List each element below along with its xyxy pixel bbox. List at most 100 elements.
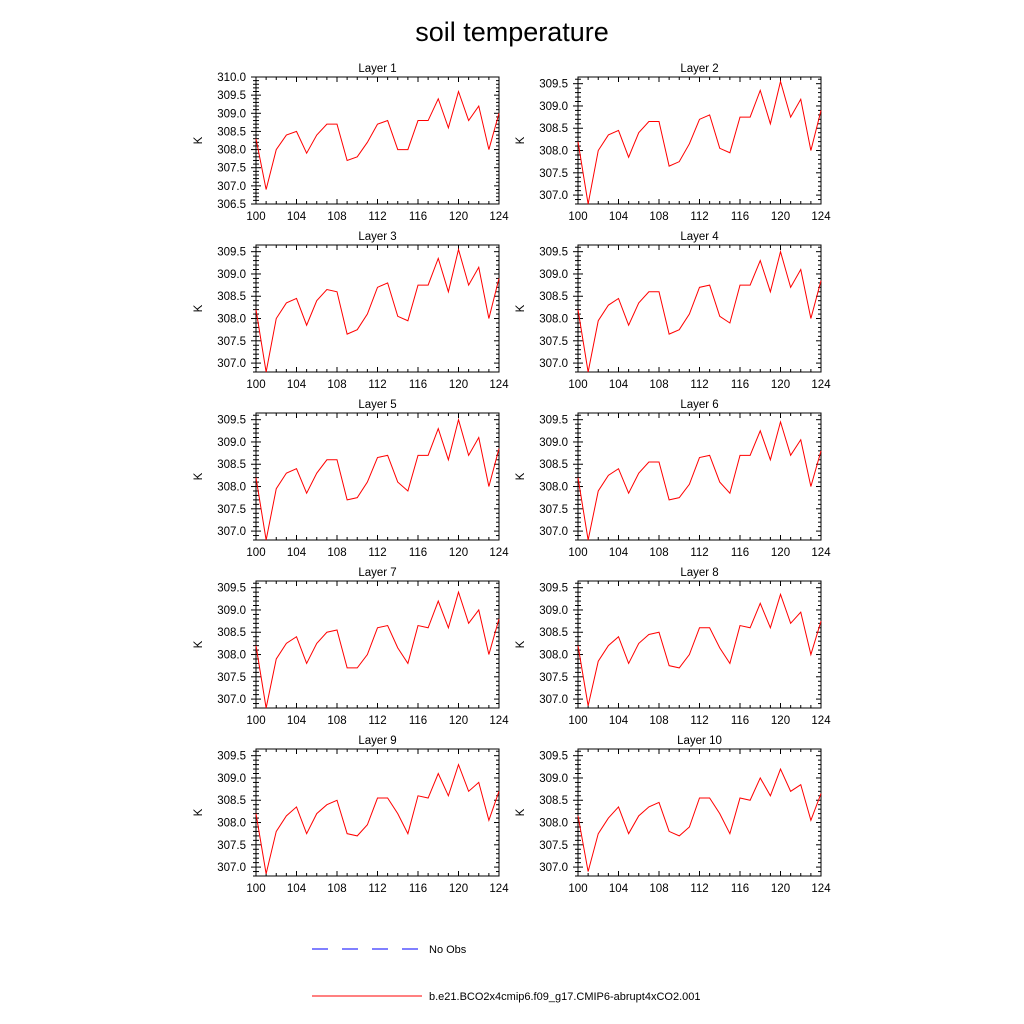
- y-tick-label: 307.0: [539, 694, 568, 706]
- y-axis-label: K: [193, 136, 205, 144]
- series-line-1: [577, 79, 822, 205]
- x-tick-label: 104: [287, 379, 307, 391]
- chart-panel-layer-7: Layer 7 K 100 104 108 112 116 120 124 307.0 307.5 3…: [193, 567, 509, 727]
- x-tick-label: 124: [489, 547, 509, 559]
- y-axis-label: K: [193, 808, 205, 816]
- series-line-1: [255, 417, 500, 541]
- plot-frame: [577, 748, 822, 877]
- x-tick-label: 108: [649, 211, 668, 223]
- y-tick-label: 307.0: [539, 190, 568, 202]
- series-line-1: [577, 767, 822, 872]
- panels: Layer 1 K 100 104 108 112 116 120 124 306.5 307.0 3…: [193, 63, 831, 895]
- y-tick-label: 308.0: [217, 482, 246, 494]
- x-tick-label: 100: [568, 715, 587, 727]
- series-line-1: [577, 249, 822, 373]
- y-tick-label: 309.0: [217, 773, 246, 785]
- x-tick-label: 116: [731, 883, 749, 895]
- plot-frame: [255, 748, 500, 877]
- y-tick-label: 308.0: [539, 146, 568, 158]
- x-tick-label: 116: [409, 211, 427, 223]
- x-tick-label: 120: [449, 547, 468, 559]
- plot-frame: [577, 244, 822, 373]
- y-tick-label: 310.0: [217, 72, 246, 84]
- x-tick-label: 120: [771, 547, 790, 559]
- panel-title: Layer 6: [680, 399, 718, 411]
- y-tick-label: 308.0: [217, 145, 246, 157]
- series-line-1: [577, 420, 822, 541]
- y-tick-label: 308.5: [217, 126, 246, 138]
- x-tick-label: 100: [246, 715, 265, 727]
- x-tick-label: 120: [771, 211, 790, 223]
- x-tick-label: 116: [731, 547, 749, 559]
- y-tick-label: 309.5: [217, 90, 246, 102]
- x-tick-label: 112: [690, 715, 708, 727]
- x-tick-label: 112: [690, 379, 708, 391]
- x-tick-label: 104: [609, 379, 629, 391]
- x-tick-label: 120: [449, 211, 468, 223]
- x-tick-label: 100: [246, 379, 265, 391]
- x-tick-label: 108: [649, 379, 668, 391]
- y-tick-label: 307.5: [539, 336, 568, 348]
- y-tick-label: 308.5: [539, 123, 568, 135]
- x-tick-label: 100: [568, 379, 587, 391]
- y-axis-label: K: [515, 808, 527, 816]
- y-tick-label: 308.0: [217, 650, 246, 662]
- y-tick-label: 307.5: [539, 672, 568, 684]
- y-axis-label: K: [515, 472, 527, 480]
- y-tick-label: 307.0: [217, 862, 246, 874]
- x-tick-label: 104: [609, 715, 629, 727]
- x-tick-label: 100: [568, 547, 587, 559]
- chart-panel-layer-1: Layer 1 K 100 104 108 112 116 120 124 306.5 307.0 3…: [193, 63, 509, 223]
- y-tick-label: 307.0: [539, 526, 568, 538]
- y-tick-label: 308.0: [217, 314, 246, 326]
- series-line-1: [255, 763, 500, 874]
- x-tick-label: 112: [690, 883, 708, 895]
- x-tick-label: 116: [731, 211, 749, 223]
- y-tick-label: 307.0: [217, 526, 246, 538]
- plot-frame: [255, 580, 500, 709]
- x-tick-label: 116: [731, 379, 749, 391]
- x-tick-label: 104: [287, 211, 307, 223]
- y-tick-label: 307.5: [539, 840, 568, 852]
- x-tick-label: 108: [649, 547, 668, 559]
- x-tick-label: 112: [368, 211, 386, 223]
- series-line-1: [577, 592, 822, 706]
- y-tick-label: 309.5: [217, 247, 246, 259]
- x-tick-label: 120: [449, 883, 468, 895]
- x-tick-label: 100: [568, 883, 587, 895]
- x-tick-label: 124: [811, 883, 831, 895]
- y-tick-label: 308.5: [539, 795, 568, 807]
- legend-label-no-obs: No Obs: [429, 944, 467, 956]
- y-tick-label: 308.0: [217, 818, 246, 830]
- y-tick-label: 308.0: [539, 482, 568, 494]
- x-tick-label: 108: [327, 547, 346, 559]
- y-tick-label: 308.0: [539, 650, 568, 662]
- panel-title: Layer 3: [358, 231, 396, 243]
- x-tick-label: 112: [368, 547, 386, 559]
- x-tick-label: 100: [246, 883, 265, 895]
- y-tick-label: 308.5: [217, 459, 246, 471]
- legend: No Obs b.e21.BCO2x4cmip6.f09_g17.CMIP6-a…: [312, 944, 701, 1003]
- x-tick-label: 104: [287, 715, 307, 727]
- y-tick-label: 309.5: [217, 583, 246, 595]
- chart-panel-layer-2: Layer 2 K 100 104 108 112 116 120 124 307.0 307.5 3…: [515, 63, 831, 223]
- y-tick-label: 308.5: [539, 459, 568, 471]
- y-tick-label: 307.5: [217, 336, 246, 348]
- y-tick-label: 307.5: [539, 168, 568, 180]
- y-tick-label: 309.5: [539, 415, 568, 427]
- x-tick-label: 120: [771, 379, 790, 391]
- chart-panel-layer-4: Layer 4 K 100 104 108 112 116 120 124 307.0 307.5 3…: [515, 231, 831, 391]
- chart-panel-layer-3: Layer 3 K 100 104 108 112 116 120 124 307.0 307.5 3…: [193, 231, 509, 391]
- y-tick-label: 307.5: [217, 672, 246, 684]
- series-line-1: [255, 89, 500, 190]
- y-tick-label: 307.0: [217, 694, 246, 706]
- chart-title: soil temperature: [415, 17, 609, 47]
- x-tick-label: 108: [327, 211, 346, 223]
- y-tick-label: 307.5: [539, 504, 568, 516]
- plot-frame: [577, 412, 822, 541]
- x-tick-label: 104: [609, 547, 629, 559]
- y-tick-label: 309.0: [217, 605, 246, 617]
- y-tick-label: 309.0: [539, 773, 568, 785]
- x-tick-label: 108: [649, 883, 668, 895]
- series-line-1: [255, 247, 500, 373]
